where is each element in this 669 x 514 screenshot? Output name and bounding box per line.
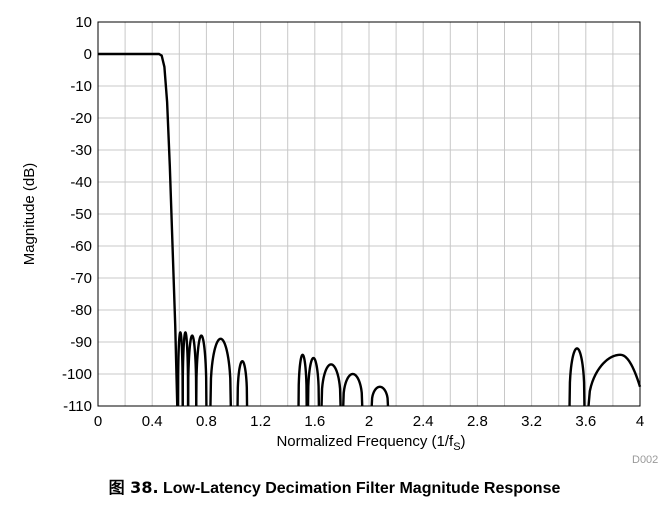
stopband-lobe <box>181 331 190 407</box>
stopband-lobe <box>306 356 321 407</box>
x-axis-label: Normalized Frequency (1/fS) <box>276 433 465 453</box>
x-tick-label: 1.6 <box>304 413 325 430</box>
y-tick-label: -50 <box>70 206 92 223</box>
x-tick-label: 3.6 <box>575 413 596 430</box>
y-tick-label: -110 <box>63 398 92 415</box>
series-magnitude-response <box>98 52 642 407</box>
x-tick-label: 1.2 <box>250 413 271 430</box>
x-tick-label: 2.4 <box>413 413 434 430</box>
x-axis-label-subscript: S <box>453 441 460 453</box>
x-axis-ticks: 0 0.4 0.8 1.2 1.6 2 2.4 2.8 3.2 3.6 4 <box>94 413 644 430</box>
stopband-lobe <box>236 360 249 407</box>
y-tick-label: -90 <box>70 334 92 351</box>
stopband-lobe <box>370 385 390 407</box>
stopband-lobe <box>209 337 232 407</box>
y-tick-label: -60 <box>70 238 92 255</box>
y-tick-label: -100 <box>62 366 92 383</box>
passband-curve <box>98 52 179 407</box>
y-tick-label: -30 <box>70 142 92 159</box>
stopband-lobe <box>186 334 198 407</box>
stopband-lobe <box>342 372 364 407</box>
x-tick-label: 0.4 <box>142 413 163 430</box>
y-tick-label: -80 <box>70 302 92 319</box>
plot-area-border <box>97 21 641 407</box>
caption-prefix: 图 38. <box>108 478 159 497</box>
x-tick-label: 3.2 <box>521 413 542 430</box>
x-tick-label: 0.8 <box>196 413 217 430</box>
x-tick-label: 0 <box>94 413 102 430</box>
chart: 10 0 -10 -20 -30 -40 -50 -60 -70 -80 -90 -100 -110 0… <box>21 14 658 466</box>
stopband-lobe <box>176 331 184 407</box>
y-tick-label: 0 <box>84 46 92 63</box>
x-axis-label-end: ) <box>461 433 466 450</box>
y-tick-label: -20 <box>70 110 92 127</box>
y-tick-label: -40 <box>70 174 92 191</box>
x-tick-label: 4 <box>636 413 644 430</box>
y-tick-label: -10 <box>70 78 92 95</box>
x-axis-label-main: Normalized Frequency (1/f <box>276 433 454 450</box>
stopband-lobe <box>195 334 208 407</box>
y-tick-label: -70 <box>70 270 92 287</box>
stopband-lobe <box>568 347 586 407</box>
y-axis-ticks: 10 0 -10 -20 -30 -40 -50 -60 -70 -80 -90 -100 -110 <box>62 14 92 415</box>
stopband-lobe <box>587 353 642 407</box>
x-tick-label: 2.8 <box>467 413 488 430</box>
y-axis-label: Magnitude (dB) <box>21 163 38 266</box>
grid <box>97 21 641 407</box>
figure-caption: 图 38. Low-Latency Decimation Filter Magn… <box>0 474 669 498</box>
figure-code: D002 <box>632 454 658 466</box>
x-tick-label: 2 <box>365 413 373 430</box>
y-tick-label: 10 <box>75 14 92 31</box>
stopband-lobe <box>297 353 308 407</box>
stopband-lobe <box>320 363 342 407</box>
caption-title: Low-Latency Decimation Filter Magnitude … <box>162 480 561 497</box>
